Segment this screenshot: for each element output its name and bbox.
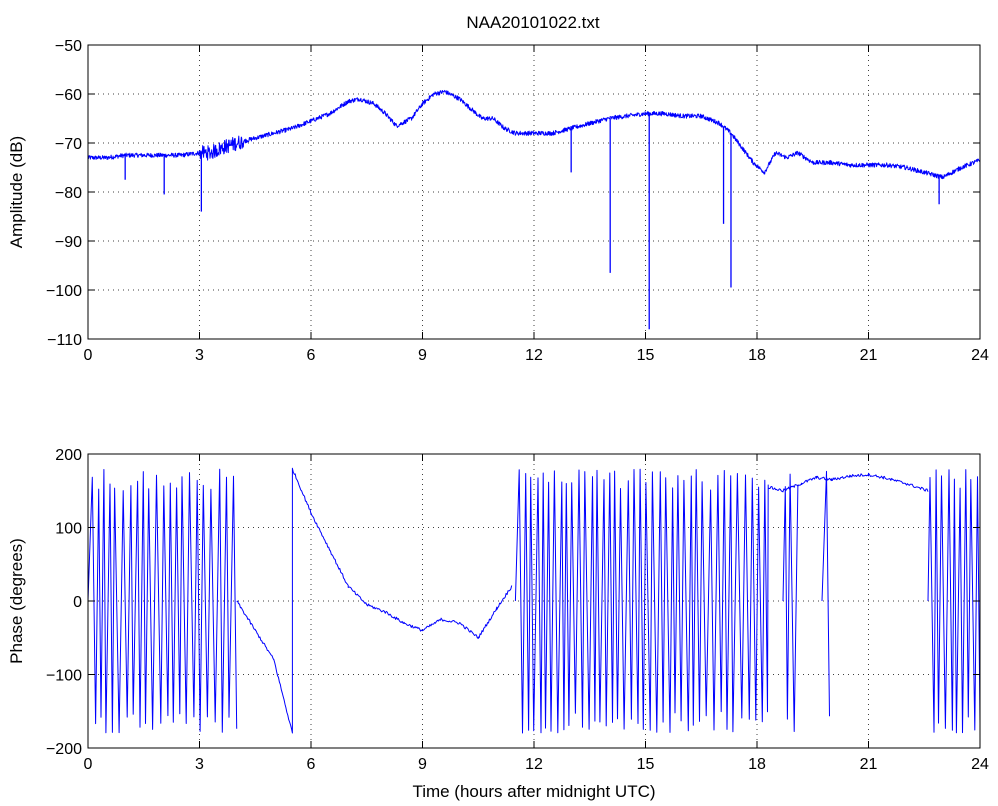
amplitude-x-tick-label: 15 <box>637 347 655 364</box>
amplitude-y-tick-label: −110 <box>47 332 82 349</box>
phase-wrapping-band <box>514 468 769 734</box>
amplitude-x-tick-label: 12 <box>525 347 543 364</box>
amplitude-x-tick-label: 6 <box>307 347 316 364</box>
amplitude-x-tick-label: 0 <box>84 347 93 364</box>
amplitude-x-tick-label: 9 <box>418 347 427 364</box>
phase-panel: 0 3 6 9 12 15 18 21 24 −200 −100 0 100 200 Phase (deg… <box>7 447 989 801</box>
phase-x-tick-label: 3 <box>195 756 204 773</box>
amplitude-y-tick-label: −50 <box>55 38 82 55</box>
phase-x-tick-label: 24 <box>971 756 989 773</box>
amplitude-x-tick-label: 18 <box>748 347 766 364</box>
phase-y-tick-label: 100 <box>55 521 82 538</box>
phase-wrapping-band <box>87 468 238 734</box>
amplitude-ticks: 0 3 6 9 12 15 18 21 24 −110 −100 −90 −80 −70 −60 −50 <box>46 38 989 364</box>
amplitude-y-tick-label: −100 <box>46 283 82 300</box>
amplitude-y-tick-label: −70 <box>55 136 82 153</box>
phase-series-line <box>236 467 513 734</box>
amplitude-y-tick-label: −80 <box>55 185 82 202</box>
phase-x-tick-label: 18 <box>748 756 766 773</box>
amplitude-trace <box>87 89 981 330</box>
phase-wrapping-band <box>821 470 830 717</box>
phase-x-tick-label: 12 <box>525 756 543 773</box>
amplitude-x-tick-label: 21 <box>860 347 878 364</box>
phase-wrapping-band <box>927 469 981 734</box>
amplitude-series-line <box>87 89 981 180</box>
phase-y-tick-label: −100 <box>46 668 82 685</box>
amplitude-y-axis-label: Amplitude (dB) <box>7 136 26 248</box>
phase-x-axis-label: Time (hours after midnight UTC) <box>412 782 655 801</box>
phase-x-tick-label: 21 <box>860 756 878 773</box>
amplitude-grid <box>88 45 980 339</box>
phase-series-line <box>767 472 929 493</box>
chart-title: NAA20101022.txt <box>466 13 600 32</box>
phase-ticks: 0 3 6 9 12 15 18 21 24 −200 −100 0 100 200 <box>46 447 989 773</box>
amplitude-x-tick-label: 24 <box>971 347 989 364</box>
phase-x-tick-label: 6 <box>307 756 316 773</box>
amplitude-x-tick-label: 3 <box>195 347 204 364</box>
phase-y-axis-label: Phase (degrees) <box>7 538 26 664</box>
amplitude-panel: 0 3 6 9 12 15 18 21 24 −110 −100 −90 −80 −70 −60 −50 Am… <box>7 38 989 364</box>
phase-y-tick-label: 0 <box>73 594 82 611</box>
phase-y-tick-label: −200 <box>46 741 82 758</box>
phase-y-tick-label: 200 <box>55 447 82 464</box>
phase-wrapping-band <box>782 473 799 732</box>
amplitude-y-tick-label: −60 <box>55 87 82 104</box>
phase-x-tick-label: 15 <box>637 756 655 773</box>
phase-trace <box>87 467 981 734</box>
phase-x-tick-label: 0 <box>84 756 93 773</box>
phase-x-tick-label: 9 <box>418 756 427 773</box>
amplitude-y-tick-label: −90 <box>55 234 82 251</box>
